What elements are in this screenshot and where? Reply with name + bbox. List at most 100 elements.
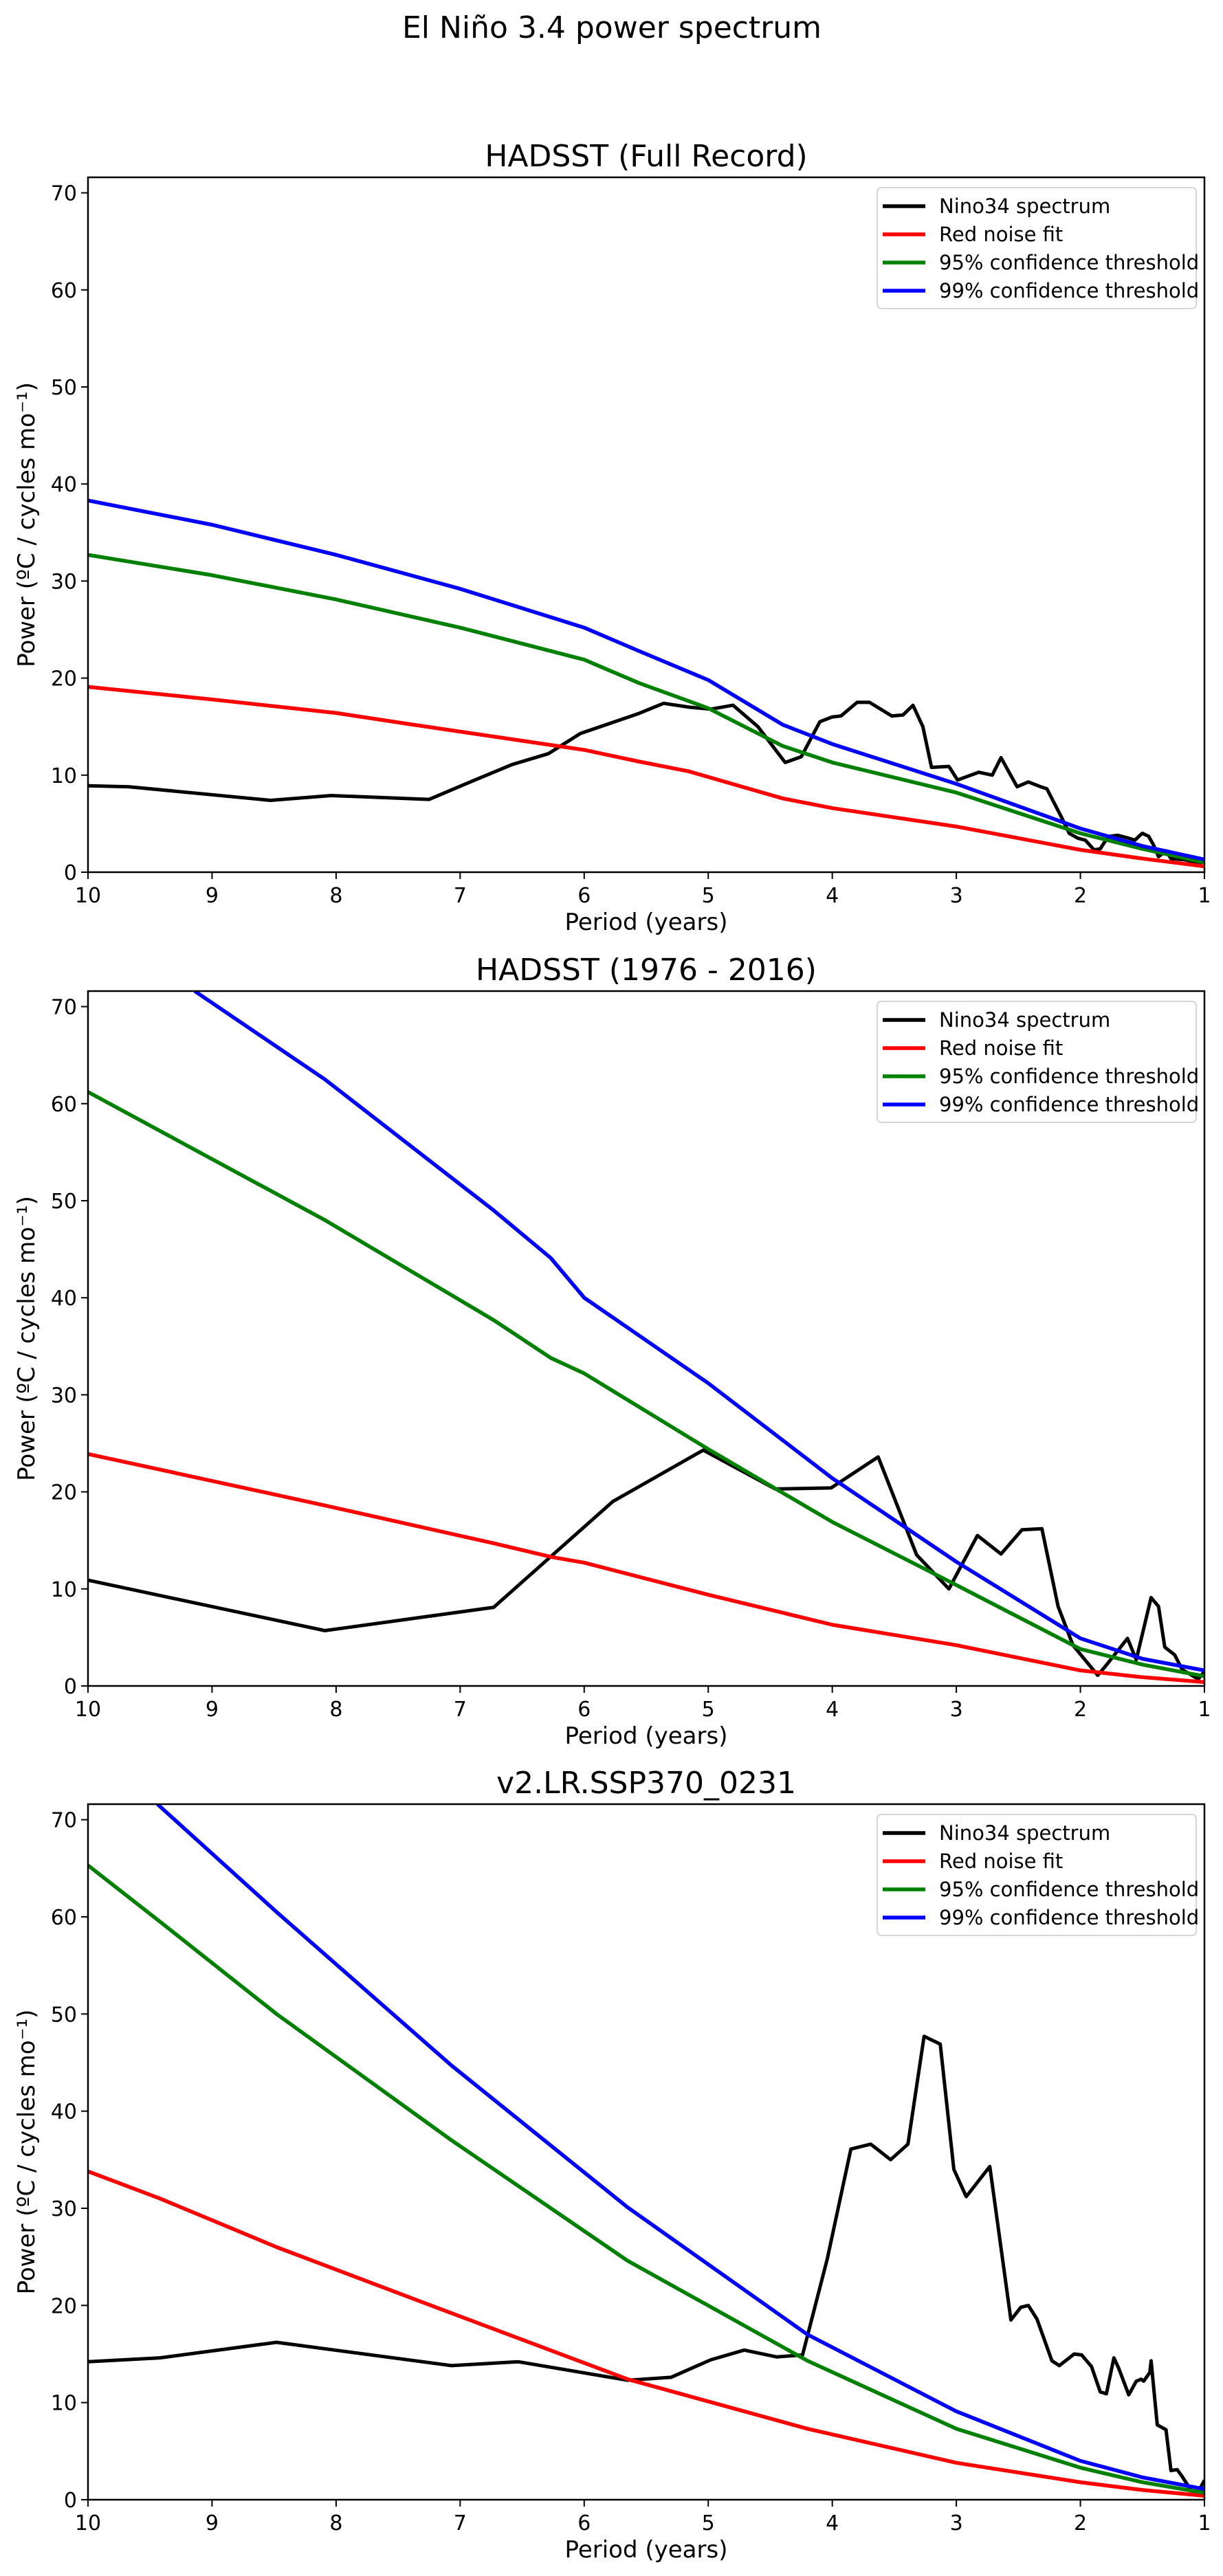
series-line-red-noise-fit xyxy=(88,2169,1204,2498)
x-tick-label: 6 xyxy=(577,884,591,908)
legend: Nino34 spectrum Red noise fit 95% confid… xyxy=(877,1814,1199,1936)
x-tick-label: 3 xyxy=(950,1698,963,1722)
x-tick-label: 1 xyxy=(1198,1698,1211,1722)
series-line-95-confidence-threshold xyxy=(88,553,1204,865)
axes-frame xyxy=(87,1803,1206,2501)
y-tick-label: 20 xyxy=(51,667,77,691)
x-tick-label: 5 xyxy=(702,2511,715,2535)
legend-label-99: 99% confidence threshold xyxy=(939,1906,1199,1929)
y-tick-label: 50 xyxy=(51,2003,77,2027)
series-line-95-confidence-threshold xyxy=(88,1090,1204,1678)
y-tick-label: 50 xyxy=(51,376,77,400)
legend-label-95: 95% confidence threshold xyxy=(939,1878,1199,1901)
legend: Nino34 spectrum Red noise fit 95% confid… xyxy=(877,1001,1199,1123)
panel-hadsst-full-record: HADSST (Full Record) Period (years) Powe… xyxy=(13,139,1211,936)
legend-label-red-noise: Red noise fit xyxy=(939,1036,1063,1060)
y-tick-label: 40 xyxy=(51,1287,77,1311)
series-group xyxy=(88,991,1204,1685)
y-tick-label: 20 xyxy=(51,1481,77,1505)
x-tick-label: 2 xyxy=(1074,884,1087,908)
legend-label-red-noise: Red noise fit xyxy=(939,1850,1063,1873)
legend-label-99: 99% confidence threshold xyxy=(939,279,1199,302)
x-tick-label: 10 xyxy=(75,884,101,908)
x-tick-label: 6 xyxy=(577,2511,591,2535)
x-tick-label: 8 xyxy=(329,1698,342,1722)
series-line-99-confidence-threshold xyxy=(88,498,1204,862)
x-tick-label: 10 xyxy=(75,1698,101,1722)
legend-label-95: 95% confidence threshold xyxy=(939,251,1199,274)
y-tick-label: 40 xyxy=(51,473,77,497)
series-line-red-noise-fit xyxy=(88,1452,1204,1685)
x-tick-label: 8 xyxy=(329,884,342,908)
series-line-95-confidence-threshold xyxy=(88,1863,1204,2495)
y-tick-label: 70 xyxy=(51,996,77,1020)
y-tick-label: 60 xyxy=(51,279,77,303)
legend-label-nino34: Nino34 spectrum xyxy=(939,1821,1110,1845)
axes-frame xyxy=(87,176,1206,874)
series-line-red-noise-fit xyxy=(88,685,1204,869)
series-group xyxy=(88,1804,1204,2498)
y-tick-label: 10 xyxy=(51,2392,77,2416)
x-tick-label: 8 xyxy=(329,2511,342,2535)
x-tick-label: 7 xyxy=(454,2511,467,2535)
panel-v2-lr-ssp370-0231: v2.LR.SSP370_0231 Period (years) Power (… xyxy=(13,1766,1211,2564)
legend-box xyxy=(877,1001,1197,1123)
x-tick-label: 4 xyxy=(826,884,839,908)
y-tick-label: 30 xyxy=(51,2197,77,2221)
y-axis-label: Power (ºC / cycles mo⁻¹) xyxy=(13,1196,41,1481)
y-tick-label: 30 xyxy=(51,570,77,594)
x-tick-label: 7 xyxy=(454,1698,467,1722)
x-tick-label: 9 xyxy=(206,884,219,908)
series-line-99-confidence-threshold xyxy=(193,991,1204,1673)
panel-title: v2.LR.SSP370_0231 xyxy=(496,1766,796,1801)
x-tick-label: 7 xyxy=(454,884,467,908)
legend-box xyxy=(877,1814,1197,1936)
y-tick-label: 20 xyxy=(51,2294,77,2318)
x-tick-label: 9 xyxy=(206,1698,219,1722)
series-line-nino34-spectrum xyxy=(88,1448,1204,1681)
y-tick-label: 30 xyxy=(51,1384,77,1408)
x-tick-label: 6 xyxy=(577,1698,591,1722)
y-tick-label: 10 xyxy=(51,764,77,788)
y-tick-label: 40 xyxy=(51,2100,77,2124)
series-line-99-confidence-threshold xyxy=(156,1804,1204,2491)
x-tick-label: 4 xyxy=(826,2511,839,2535)
panel-hadsst-1976-2016: HADSST (1976 - 2016) Period (years) Powe… xyxy=(13,953,1211,1750)
y-axis-label: Power (ºC / cycles mo⁻¹) xyxy=(13,382,41,667)
panel-title: HADSST (1976 - 2016) xyxy=(476,953,817,988)
legend-label-99: 99% confidence threshold xyxy=(939,1093,1199,1116)
legend-label-red-noise: Red noise fit xyxy=(939,223,1063,246)
x-axis-label: Period (years) xyxy=(565,2536,728,2564)
x-tick-label: 2 xyxy=(1074,2511,1087,2535)
legend-box xyxy=(877,187,1197,309)
legend-label-nino34: Nino34 spectrum xyxy=(939,1008,1110,1032)
y-tick-label: 0 xyxy=(64,861,77,885)
legend-label-nino34: Nino34 spectrum xyxy=(939,195,1110,218)
x-tick-label: 3 xyxy=(950,884,963,908)
axes-frame xyxy=(87,990,1206,1687)
x-tick-label: 3 xyxy=(950,2511,963,2535)
series-line-nino34-spectrum xyxy=(88,2034,1204,2494)
y-tick-label: 60 xyxy=(51,1093,77,1117)
x-tick-label: 5 xyxy=(702,1698,715,1722)
x-tick-label: 10 xyxy=(75,2511,101,2535)
y-tick-label: 0 xyxy=(64,2489,77,2513)
x-axis-label: Period (years) xyxy=(565,1722,728,1750)
y-tick-label: 10 xyxy=(51,1578,77,1602)
y-tick-label: 70 xyxy=(51,182,77,206)
panel-title: HADSST (Full Record) xyxy=(485,139,807,174)
y-tick-label: 70 xyxy=(51,1809,77,1833)
x-tick-label: 1 xyxy=(1198,2511,1211,2535)
series-line-nino34-spectrum xyxy=(88,700,1202,865)
y-tick-label: 60 xyxy=(51,1906,77,1930)
y-tick-label: 0 xyxy=(64,1675,77,1699)
x-tick-label: 2 xyxy=(1074,1698,1087,1722)
legend-label-95: 95% confidence threshold xyxy=(939,1065,1199,1088)
x-axis-label: Period (years) xyxy=(565,909,728,936)
x-tick-label: 9 xyxy=(206,2511,219,2535)
